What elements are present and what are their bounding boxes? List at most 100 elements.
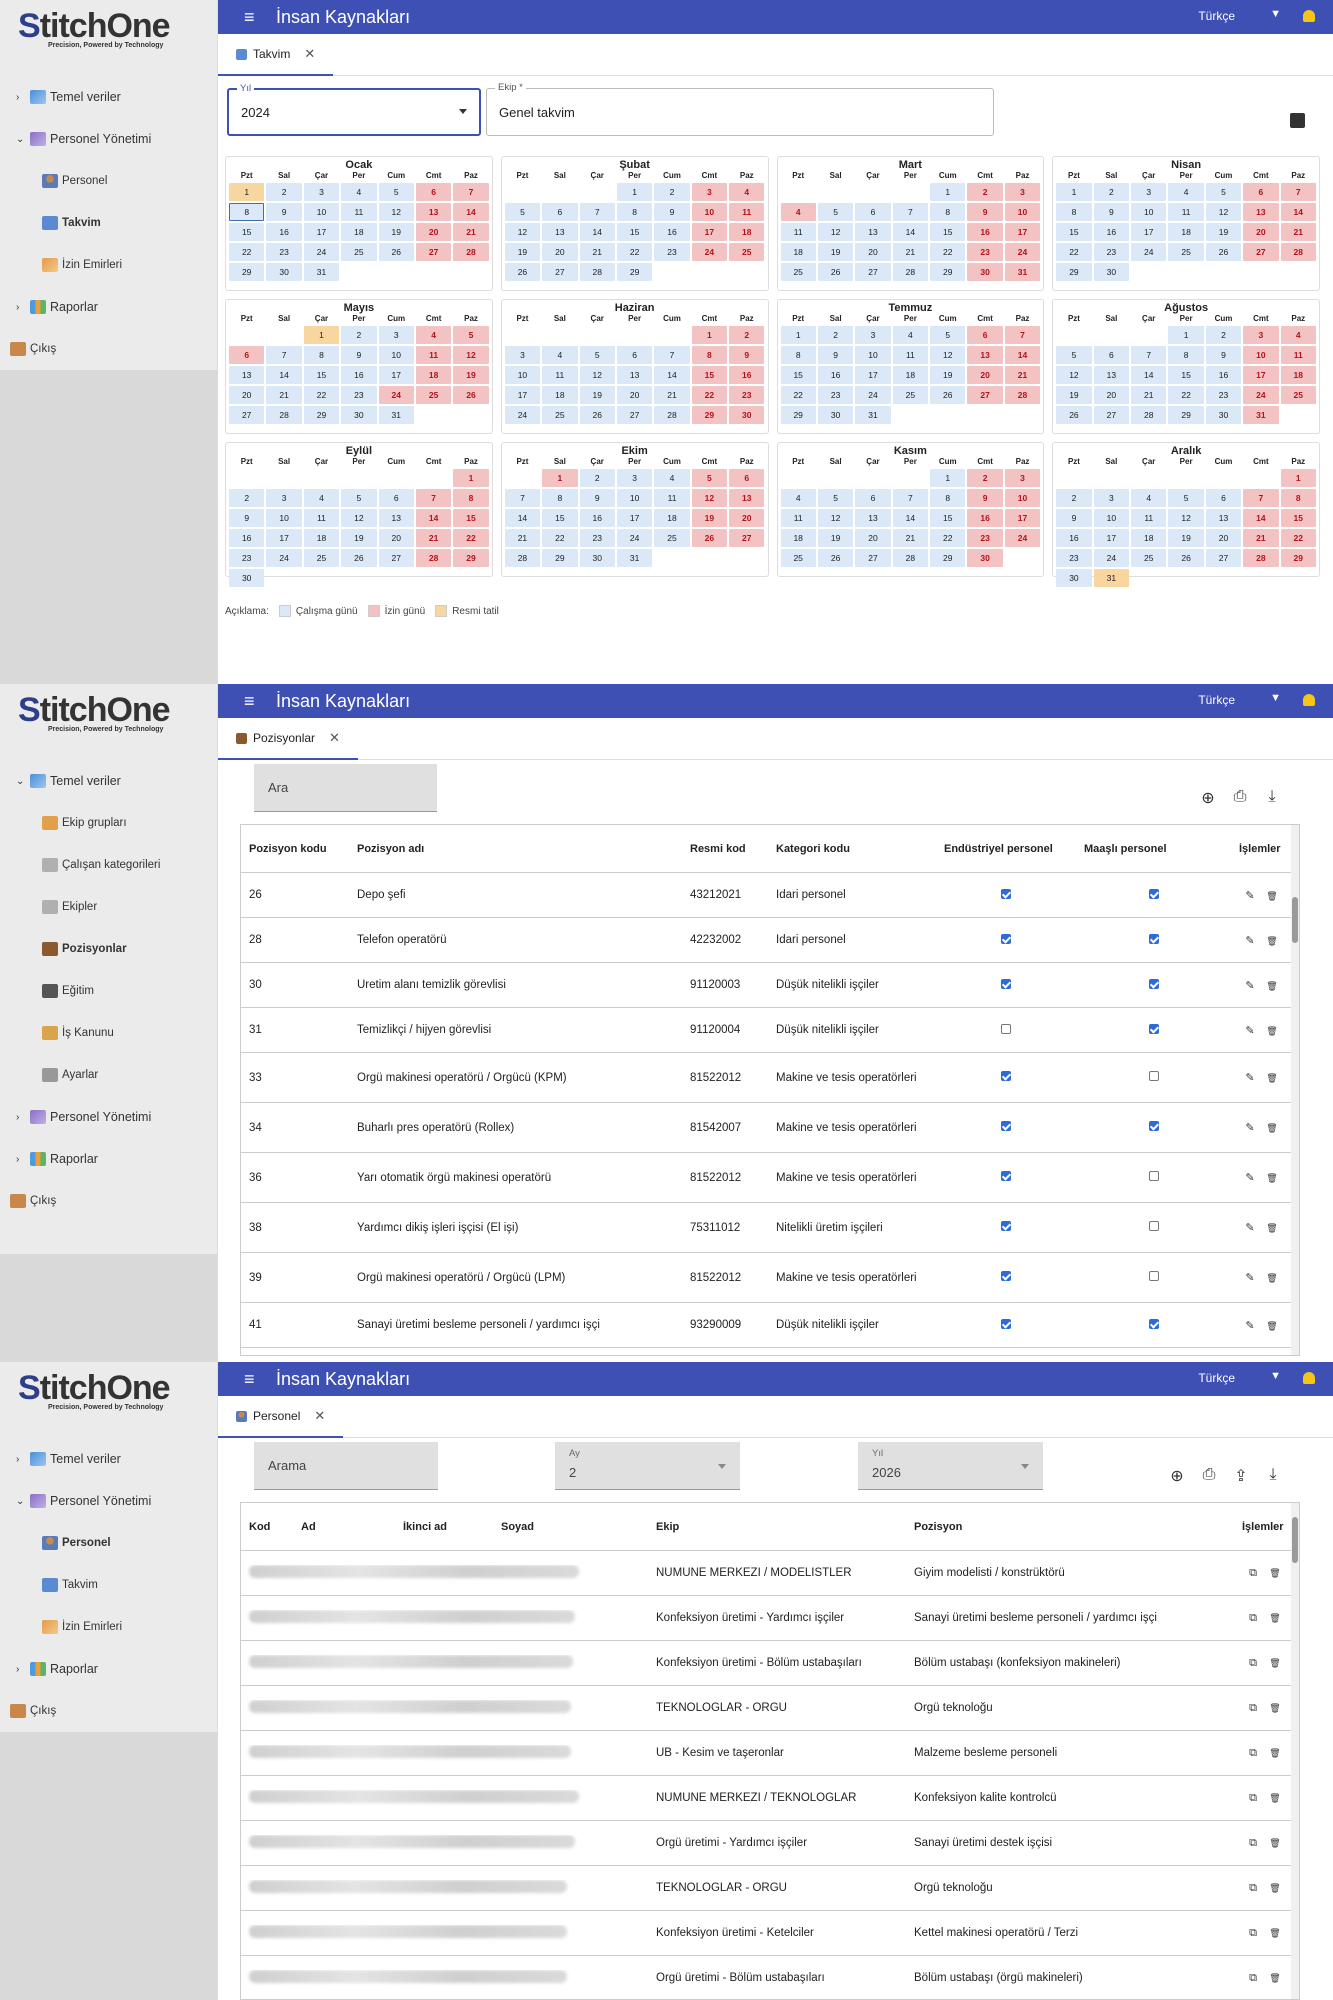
calendar-day[interactable]: 6 xyxy=(855,203,891,221)
calendar-day[interactable]: 8 xyxy=(616,203,653,221)
calendar-day[interactable]: 23 xyxy=(1205,386,1242,404)
calendar-day[interactable]: 4 xyxy=(654,469,690,487)
sidebar-item[interactable]: Personel xyxy=(0,1522,217,1564)
industrial-checkbox[interactable] xyxy=(1001,933,1011,944)
col-middle-name[interactable]: İkinci ad xyxy=(403,1520,448,1533)
calendar-day[interactable]: 5 xyxy=(453,326,489,344)
calendar-day[interactable]: 24 xyxy=(1093,549,1130,567)
salaried-checkbox[interactable] xyxy=(1148,1271,1159,1281)
calendar-day[interactable]: 30 xyxy=(817,406,854,424)
tab-personel[interactable]: Personel ✕ xyxy=(218,1396,344,1438)
calendar-day[interactable]: 20 xyxy=(378,529,414,547)
search-input[interactable]: Arama xyxy=(254,1442,438,1490)
calendar-day[interactable]: 8 xyxy=(1280,489,1316,507)
calendar-day[interactable]: 25 xyxy=(1131,549,1167,567)
calendar-day[interactable]: 24 xyxy=(266,549,302,567)
calendar-day[interactable]: 12 xyxy=(378,203,414,221)
calendar-day[interactable]: 9 xyxy=(341,346,377,364)
calendar-day[interactable]: 3 xyxy=(1131,183,1167,201)
delete-icon[interactable]: 🗑 xyxy=(1269,1702,1281,1713)
sidebar-item[interactable]: › Raporlar xyxy=(0,1138,217,1180)
calendar-day[interactable]: 30 xyxy=(729,406,765,424)
calendar-day[interactable]: 1 xyxy=(930,183,966,201)
calendar-day[interactable]: 14 xyxy=(579,223,615,241)
delete-icon[interactable]: 🗑 xyxy=(1266,980,1278,991)
calendar-day[interactable]: 2 xyxy=(729,326,765,344)
calendar-day[interactable]: 3 xyxy=(1004,469,1041,487)
calendar-day[interactable]: 17 xyxy=(855,366,891,384)
calendar-day[interactable]: 2 xyxy=(229,489,265,507)
calendar-day[interactable]: 26 xyxy=(1205,243,1242,261)
calendar-day[interactable]: 16 xyxy=(1205,366,1242,384)
calendar-day[interactable]: 30 xyxy=(229,569,265,587)
year-select[interactable]: Yıl 2024 xyxy=(227,83,481,136)
calendar-day[interactable]: 26 xyxy=(341,549,377,567)
calendar-day[interactable]: 10 xyxy=(1131,203,1167,221)
calendar-day[interactable]: 4 xyxy=(1168,183,1204,201)
calendar-day[interactable]: 20 xyxy=(967,366,1003,384)
language-dropdown-icon[interactable]: ▼ xyxy=(1270,692,1281,704)
calendar-day[interactable]: 3 xyxy=(378,326,414,344)
menu-icon[interactable]: ≡ xyxy=(244,1369,255,1389)
calendar-day[interactable]: 6 xyxy=(378,489,414,507)
upload-icon[interactable]: ⇪ xyxy=(1234,1468,1248,1485)
calendar-day[interactable]: 6 xyxy=(1243,183,1279,201)
calendar-day[interactable]: 14 xyxy=(453,203,489,221)
table-row[interactable]: NUMUNE MERKEZİ / TEKNOLOGLAR Konfeksiyon … xyxy=(241,1776,1299,1821)
calendar-day[interactable]: 20 xyxy=(415,223,452,241)
calendar-day[interactable]: 10 xyxy=(1243,346,1279,364)
delete-icon[interactable]: 🗑 xyxy=(1269,1927,1281,1938)
calendar-day[interactable]: 27 xyxy=(616,406,653,424)
open-external-icon[interactable]: ⧉ xyxy=(1249,1791,1257,1804)
language-dropdown-icon[interactable]: ▼ xyxy=(1270,8,1281,20)
calendar-day[interactable]: 31 xyxy=(1004,263,1041,281)
calendar-day[interactable]: 8 xyxy=(453,489,489,507)
calendar-day[interactable]: 21 xyxy=(266,386,302,404)
calendar-day[interactable]: 11 xyxy=(341,203,377,221)
salaried-checkbox[interactable] xyxy=(1148,933,1159,944)
calendar-day[interactable]: 12 xyxy=(1168,509,1204,527)
calendar-day[interactable]: 14 xyxy=(415,509,452,527)
calendar-day[interactable]: 30 xyxy=(341,406,377,424)
calendar-day[interactable]: 18 xyxy=(780,243,816,261)
calendar-day[interactable]: 19 xyxy=(930,366,966,384)
add-icon[interactable]: ⊕ xyxy=(1170,1468,1184,1485)
calendar-day[interactable]: 28 xyxy=(504,549,541,567)
calendar-day[interactable]: 29 xyxy=(930,263,966,281)
delete-icon[interactable]: 🗑 xyxy=(1269,1972,1281,1983)
open-external-icon[interactable]: ⧉ xyxy=(1249,1656,1257,1669)
table-row[interactable]: Konfeksiyon üretimi - Bölüm ustabaşıları… xyxy=(241,1641,1299,1686)
calendar-day[interactable]: 3 xyxy=(691,183,728,201)
industrial-checkbox[interactable] xyxy=(1001,1318,1011,1329)
calendar-day[interactable]: 18 xyxy=(542,386,578,404)
calendar-day[interactable]: 3 xyxy=(616,469,653,487)
notification-bell-icon[interactable] xyxy=(1303,1372,1315,1384)
calendar-day[interactable]: 5 xyxy=(579,346,615,364)
calendar-day[interactable]: 16 xyxy=(967,223,1003,241)
calendar-day[interactable]: 17 xyxy=(1004,223,1041,241)
calendar-day[interactable]: 14 xyxy=(654,366,690,384)
calendar-day[interactable]: 24 xyxy=(1243,386,1279,404)
edit-icon[interactable]: ✎ xyxy=(1245,1319,1255,1332)
calendar-day[interactable]: 8 xyxy=(1056,203,1092,221)
calendar-day[interactable]: 25 xyxy=(729,243,765,261)
calendar-day[interactable]: 29 xyxy=(303,406,340,424)
calendar-day[interactable]: 5 xyxy=(341,489,377,507)
calendar-day[interactable]: 6 xyxy=(616,346,653,364)
calendar-day[interactable]: 13 xyxy=(1205,509,1242,527)
calendar-day[interactable]: 20 xyxy=(855,243,891,261)
calendar-day[interactable]: 15 xyxy=(229,223,265,241)
sidebar-item[interactable]: Ekip grupları xyxy=(0,802,217,844)
calendar-day[interactable]: 4 xyxy=(415,326,452,344)
sidebar-item[interactable]: › Raporlar xyxy=(0,1648,217,1690)
calendar-day[interactable]: 14 xyxy=(1004,346,1041,364)
calendar-day[interactable]: 16 xyxy=(266,223,302,241)
calendar-day[interactable]: 23 xyxy=(729,386,765,404)
table-row[interactable]: 34 Buharlı pres operatörü (Rollex) 8154200… xyxy=(241,1103,1299,1153)
calendar-day[interactable]: 15 xyxy=(1280,509,1316,527)
calendar-day[interactable]: 27 xyxy=(855,549,891,567)
calendar-day[interactable]: 18 xyxy=(892,366,929,384)
calendar-day[interactable]: 18 xyxy=(341,223,377,241)
sidebar-item[interactable]: › Raporlar xyxy=(0,286,217,328)
calendar-day[interactable]: 12 xyxy=(504,223,541,241)
